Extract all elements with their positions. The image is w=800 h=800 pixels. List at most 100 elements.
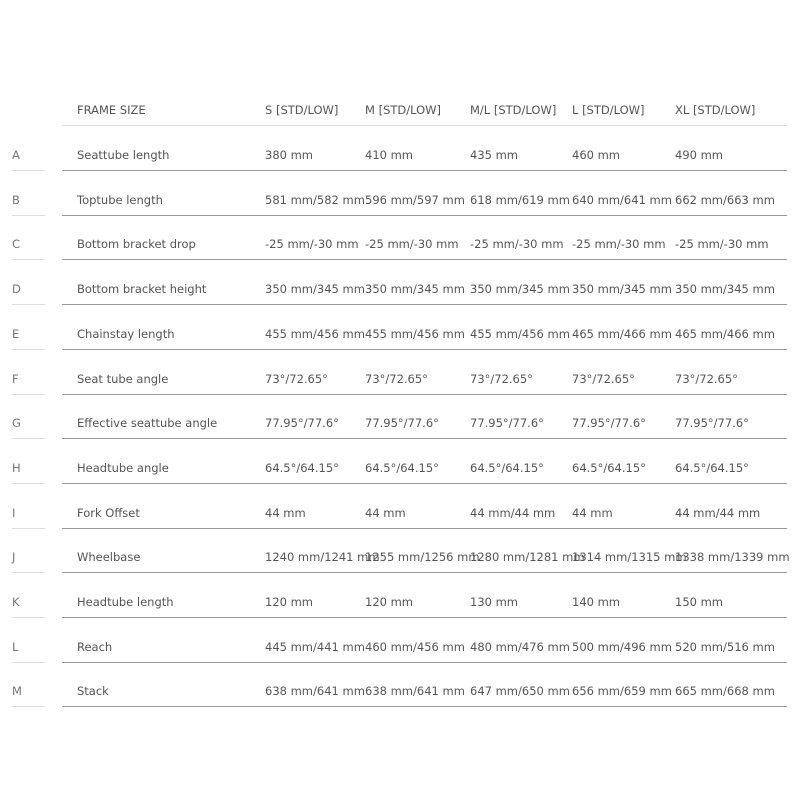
row-divider bbox=[62, 170, 787, 171]
cell: 64.5°/64.15° bbox=[265, 460, 339, 475]
cell: 435 mm bbox=[470, 148, 519, 162]
header-divider bbox=[62, 125, 787, 126]
cell: 465 mm/466 mm bbox=[572, 326, 672, 341]
row-letter: J bbox=[12, 550, 16, 565]
row-letter: D bbox=[12, 282, 21, 297]
cell: 1314 mm/1315 mm bbox=[572, 550, 687, 565]
row-letter: B bbox=[12, 192, 20, 207]
cell: 455 mm/456 mm bbox=[365, 326, 465, 341]
letter-divider bbox=[12, 706, 45, 708]
row-letter: L bbox=[12, 639, 19, 654]
cell: 120 mm bbox=[365, 595, 414, 609]
row-label: Reach bbox=[77, 639, 113, 654]
column-header: XL [STD/LOW] bbox=[675, 103, 756, 117]
cell: 581 mm/582 mm bbox=[265, 192, 365, 207]
cell: 455 mm/456 mm bbox=[265, 326, 365, 341]
cell: 130 mm bbox=[470, 595, 519, 609]
row-letter: H bbox=[12, 460, 21, 475]
cell: 638 mm/641 mm bbox=[265, 684, 365, 699]
column-header: L [STD/LOW] bbox=[572, 103, 645, 117]
row-letter: K bbox=[12, 595, 20, 609]
cell: 465 mm/466 mm bbox=[675, 326, 775, 341]
row-label: Effective seattube angle bbox=[77, 416, 218, 431]
row-label: Seattube length bbox=[77, 148, 170, 162]
cell: 64.5°/64.15° bbox=[675, 460, 749, 475]
cell: 350 mm/345 mm bbox=[675, 282, 775, 297]
cell: 64.5°/64.15° bbox=[470, 460, 544, 475]
cell: 662 mm/663 mm bbox=[675, 192, 775, 207]
column-header: FRAME SIZE bbox=[77, 103, 146, 117]
letter-divider bbox=[12, 661, 45, 663]
row-label: Wheelbase bbox=[77, 550, 141, 565]
cell: -25 mm/-30 mm bbox=[675, 237, 769, 252]
cell: 44 mm/44 mm bbox=[470, 505, 556, 520]
cell: 350 mm/345 mm bbox=[572, 282, 672, 297]
cell: 64.5°/64.15° bbox=[572, 460, 646, 475]
row-divider bbox=[62, 348, 787, 350]
row-label: Headtube angle bbox=[77, 460, 169, 475]
row-label: Bottom bracket drop bbox=[77, 237, 196, 252]
cell: 44 mm/44 mm bbox=[675, 505, 761, 520]
letter-divider bbox=[12, 304, 45, 306]
cell: 73°/72.65° bbox=[365, 371, 428, 386]
row-label: Stack bbox=[77, 684, 109, 699]
row-divider bbox=[62, 617, 787, 618]
column-header: M/L [STD/LOW] bbox=[470, 103, 557, 117]
column-header: S [STD/LOW] bbox=[265, 103, 339, 117]
row-divider bbox=[62, 482, 787, 484]
letter-divider bbox=[12, 259, 45, 261]
row-divider bbox=[62, 304, 787, 306]
cell: 618 mm/619 mm bbox=[470, 192, 570, 207]
row-divider bbox=[62, 259, 787, 261]
cell: 445 mm/441 mm bbox=[265, 639, 365, 654]
row-letter: A bbox=[12, 148, 20, 162]
row-divider bbox=[62, 661, 787, 663]
cell: 77.95°/77.6° bbox=[365, 416, 439, 431]
letter-divider bbox=[12, 214, 45, 216]
cell: 480 mm/476 mm bbox=[470, 639, 570, 654]
cell: 380 mm bbox=[265, 148, 314, 162]
cell: 647 mm/650 mm bbox=[470, 684, 570, 699]
cell: 73°/72.65° bbox=[470, 371, 533, 386]
row-label: Chainstay length bbox=[77, 326, 175, 341]
cell: 77.95°/77.6° bbox=[470, 416, 544, 431]
cell: 350 mm/345 mm bbox=[365, 282, 465, 297]
cell: 73°/72.65° bbox=[572, 371, 635, 386]
cell: 350 mm/345 mm bbox=[470, 282, 570, 297]
cell: -25 mm/-30 mm bbox=[265, 237, 359, 252]
cell: 455 mm/456 mm bbox=[470, 326, 570, 341]
cell: 44 mm bbox=[365, 505, 406, 520]
cell: 1280 mm/1281 mm bbox=[470, 550, 585, 565]
cell: 596 mm/597 mm bbox=[365, 192, 465, 207]
cell: 640 mm/641 mm bbox=[572, 192, 672, 207]
letter-divider bbox=[12, 348, 45, 350]
letter-divider bbox=[12, 170, 45, 171]
cell: 1338 mm/1339 mm bbox=[675, 550, 790, 565]
row-divider bbox=[62, 706, 787, 708]
cell: 44 mm bbox=[265, 505, 306, 520]
row-letter: E bbox=[12, 326, 20, 341]
row-label: Fork Offset bbox=[77, 505, 140, 520]
cell: 410 mm bbox=[365, 148, 414, 162]
row-letter: C bbox=[12, 237, 21, 252]
cell: 1240 mm/1241 mm bbox=[265, 550, 380, 565]
row-letter: M bbox=[12, 684, 22, 699]
row-letter: I bbox=[12, 505, 16, 520]
row-label: Seat tube angle bbox=[77, 371, 169, 386]
cell: 44 mm bbox=[572, 505, 613, 520]
cell: 656 mm/659 mm bbox=[572, 684, 672, 699]
cell: 150 mm bbox=[675, 595, 724, 609]
cell: 77.95°/77.6° bbox=[265, 416, 339, 431]
letter-divider bbox=[12, 482, 45, 484]
cell: -25 mm/-30 mm bbox=[365, 237, 459, 252]
row-label: Bottom bracket height bbox=[77, 282, 207, 297]
cell: 77.95°/77.6° bbox=[572, 416, 646, 431]
letter-divider bbox=[12, 572, 45, 574]
cell: 490 mm bbox=[675, 148, 724, 162]
column-header: M [STD/LOW] bbox=[365, 103, 442, 117]
cell: 140 mm bbox=[572, 595, 621, 609]
row-letter: G bbox=[12, 416, 21, 431]
letter-divider bbox=[12, 393, 45, 395]
cell: 120 mm bbox=[265, 595, 314, 609]
